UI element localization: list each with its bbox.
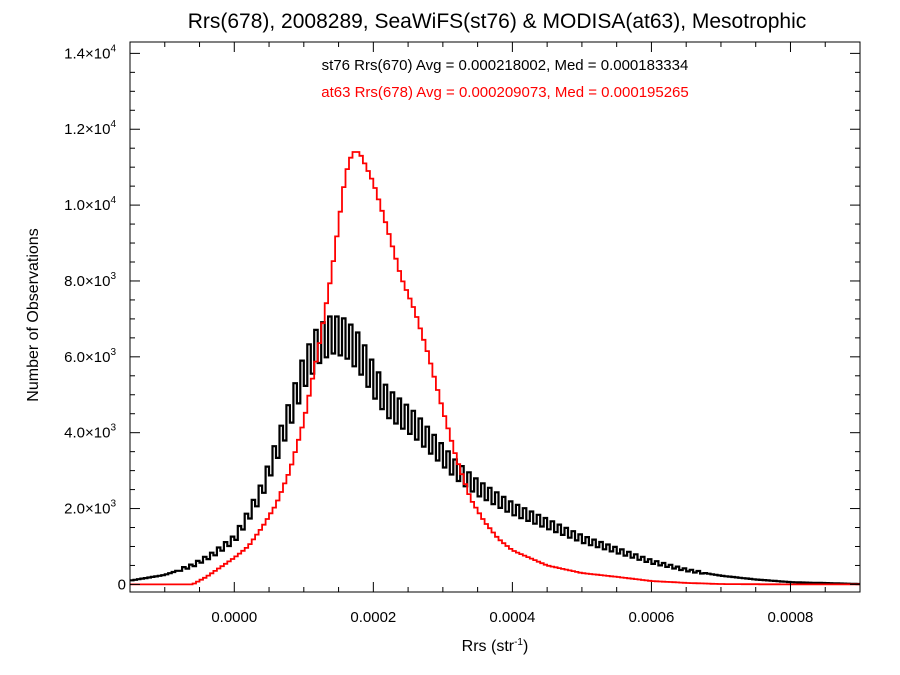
axes: 0.0000 0.0002 0.0004 0.0006 0.0008 0 2.0×103 4.… [64,41,861,626]
chart-title: Rrs(678), 2008289, SeaWiFS(st76) & MODIS… [188,10,807,33]
annotations: st76 Rrs(670) Avg = 0.000218002, Med = 0… [321,57,689,101]
x-axis-label-sup: -1 [514,637,523,648]
plot-area [130,151,860,586]
x-tick-label-0: 0.0000 [211,609,257,626]
x-tick-label-4: 0.0008 [768,609,814,626]
y-tick-label-3: 6.0×103 [64,347,116,366]
annotation-1: at63 Rrs(678) Avg = 0.000209073, Med = 0… [321,84,689,101]
plot-frame [129,41,861,593]
series-line-0 [130,315,860,586]
y-tick-label-1: 2.0×103 [64,499,116,518]
x-tick-label-1: 0.0002 [350,609,396,626]
y-tick-label-4: 8.0×103 [64,271,116,290]
x-tick-label-3: 0.0006 [628,609,674,626]
y-tick-label-6: 1.2×104 [64,119,116,138]
annotation-0: st76 Rrs(670) Avg = 0.000218002, Med = 0… [322,57,689,74]
y-tick-label-5: 1.0×104 [64,195,116,214]
x-tick-label-2: 0.0004 [489,609,535,626]
y-tick-label-7: 1.4×104 [64,43,116,62]
x-axis-label: Rrs (str-1) [462,637,529,655]
x-axis-label-close: ) [523,638,528,655]
y-tick-label-2: 4.0×103 [64,423,116,442]
y-tick-label-0: 0 [118,576,126,593]
y-axis-label: Number of Observations [25,228,42,401]
series-line-1 [130,151,860,586]
x-axis-label-base: Rrs (str [462,638,515,655]
